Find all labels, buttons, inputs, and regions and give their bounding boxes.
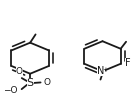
Text: O: O <box>44 78 51 87</box>
Text: N: N <box>97 66 105 76</box>
Text: −O: −O <box>3 86 18 95</box>
Text: F: F <box>125 58 131 68</box>
Text: O: O <box>16 67 23 76</box>
Text: S: S <box>27 78 34 88</box>
Text: +: + <box>103 67 108 73</box>
